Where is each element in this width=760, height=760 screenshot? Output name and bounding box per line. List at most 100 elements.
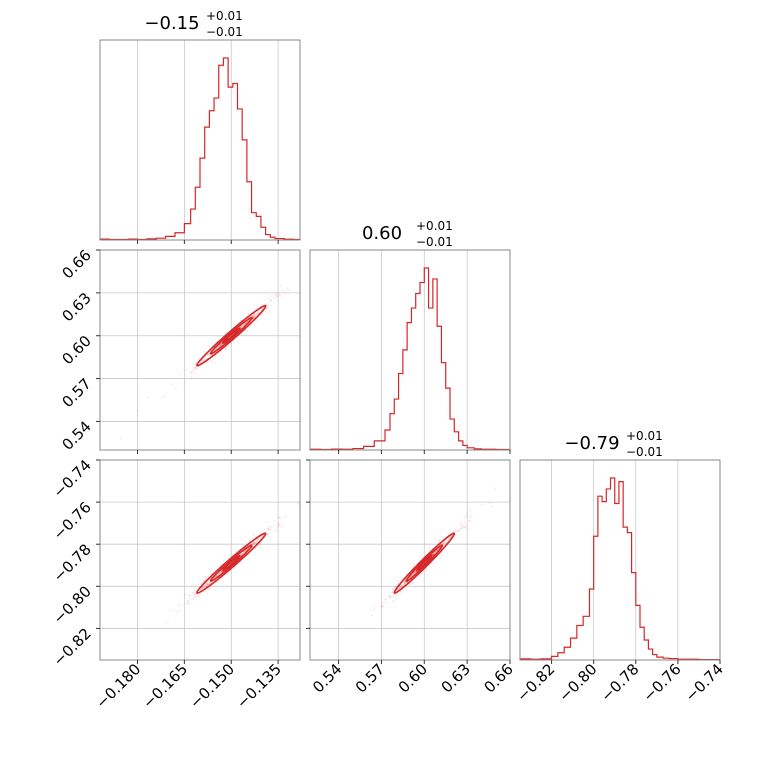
scatter-point	[389, 591, 392, 594]
scatter-point	[190, 376, 193, 378]
scatter-point	[273, 524, 276, 527]
scatter-point	[202, 359, 205, 361]
panel-frame	[309, 249, 511, 451]
scatter-point	[217, 346, 220, 349]
scatter-point	[243, 551, 246, 553]
scatter-point	[403, 581, 406, 584]
panel-frame	[99, 249, 301, 451]
scatter-point	[431, 553, 434, 556]
scatter-point	[488, 502, 491, 504]
scatter-point	[414, 570, 417, 573]
scatter-point	[256, 311, 259, 313]
scatter-point	[252, 542, 255, 545]
scatter-point	[194, 586, 197, 589]
scatter-point	[229, 342, 232, 345]
scatter-point	[442, 542, 445, 544]
scatter-point	[216, 574, 218, 577]
x-tick-label: −0.135	[233, 660, 285, 712]
scatter-point	[253, 322, 256, 325]
scatter-point	[391, 591, 394, 594]
scatter-point	[240, 553, 242, 556]
scatter-point	[210, 567, 213, 570]
scatter-point	[468, 509, 471, 511]
scatter-point	[457, 529, 460, 532]
scatter-point	[253, 315, 256, 318]
scatter-point	[187, 602, 190, 605]
scatter-point	[270, 299, 273, 302]
scatter-point	[253, 314, 255, 317]
scatter-point	[266, 521, 269, 524]
scatter-point	[392, 588, 394, 591]
scatter-point	[391, 595, 394, 598]
scatter-point	[206, 583, 209, 586]
histogram-title-1: −0.15	[144, 13, 199, 34]
scatter-point	[252, 542, 255, 545]
scatter-point	[220, 351, 223, 353]
scatter-point	[463, 525, 465, 528]
scatter-point	[164, 621, 167, 624]
scatter-point	[187, 601, 189, 604]
scatter-point	[394, 593, 397, 596]
scatter-point	[222, 579, 225, 582]
histogram-step-line	[309, 267, 511, 451]
scatter-point	[462, 525, 465, 528]
scatter-point	[266, 528, 269, 531]
scatter-point	[215, 348, 217, 350]
scatter-point	[461, 525, 463, 528]
scatter-point	[282, 289, 285, 292]
contour-level-2	[405, 544, 444, 582]
x-tick-label: 0.60	[395, 660, 431, 696]
scatter-point	[254, 314, 257, 317]
scatter-point	[207, 353, 210, 356]
scatter-point	[137, 409, 140, 412]
scatter-point	[244, 550, 247, 553]
scatter-point	[402, 576, 405, 579]
scatter-point	[212, 357, 215, 360]
scatter-point	[174, 387, 177, 390]
scatter-point	[435, 550, 438, 552]
scatter-point	[460, 521, 463, 524]
scatter-point	[255, 541, 258, 544]
x-tick-label: −0.78	[597, 660, 642, 705]
scatter-point	[220, 343, 223, 346]
scatter-point	[403, 582, 406, 585]
scatter-point	[432, 554, 434, 556]
scatter-point	[220, 342, 223, 345]
scatter-point	[194, 366, 197, 369]
scatter-panel-1	[96, 249, 301, 454]
scatter-point	[218, 344, 221, 347]
scatter-point	[371, 614, 374, 616]
panel-frame	[99, 459, 301, 661]
scatter-point	[413, 572, 415, 575]
scatter-point	[404, 581, 406, 584]
scatter-point	[218, 344, 221, 347]
scatter-point	[193, 596, 196, 598]
scatter-point	[270, 299, 273, 301]
scatter-point	[400, 585, 403, 588]
scatter-point	[466, 515, 468, 518]
scatter-point	[179, 373, 182, 376]
panel-background	[520, 460, 720, 660]
scatter-point	[187, 599, 190, 601]
scatter-point	[268, 298, 270, 301]
scatter-point	[279, 517, 281, 520]
scatter-point	[252, 541, 255, 544]
y-tick-label: 0.60	[58, 332, 94, 368]
scatter-point	[226, 573, 228, 576]
scatter-point	[400, 577, 403, 580]
scatter-point	[193, 591, 196, 594]
title-lower-error: −0.01	[206, 25, 243, 39]
scatter-point	[146, 396, 149, 399]
scatter-point	[255, 319, 258, 322]
x-tick-label: −0.74	[682, 660, 727, 705]
scatter-point	[468, 519, 470, 522]
scatter-point	[259, 543, 261, 546]
scatter-point	[442, 542, 445, 545]
y-tick-label: 0.66	[58, 246, 94, 282]
scatter-point	[439, 557, 442, 559]
scatter-point	[428, 547, 431, 550]
scatter-point	[443, 542, 446, 545]
scatter-point	[459, 527, 461, 530]
scatter-point	[208, 345, 211, 347]
scatter-point	[193, 593, 196, 595]
